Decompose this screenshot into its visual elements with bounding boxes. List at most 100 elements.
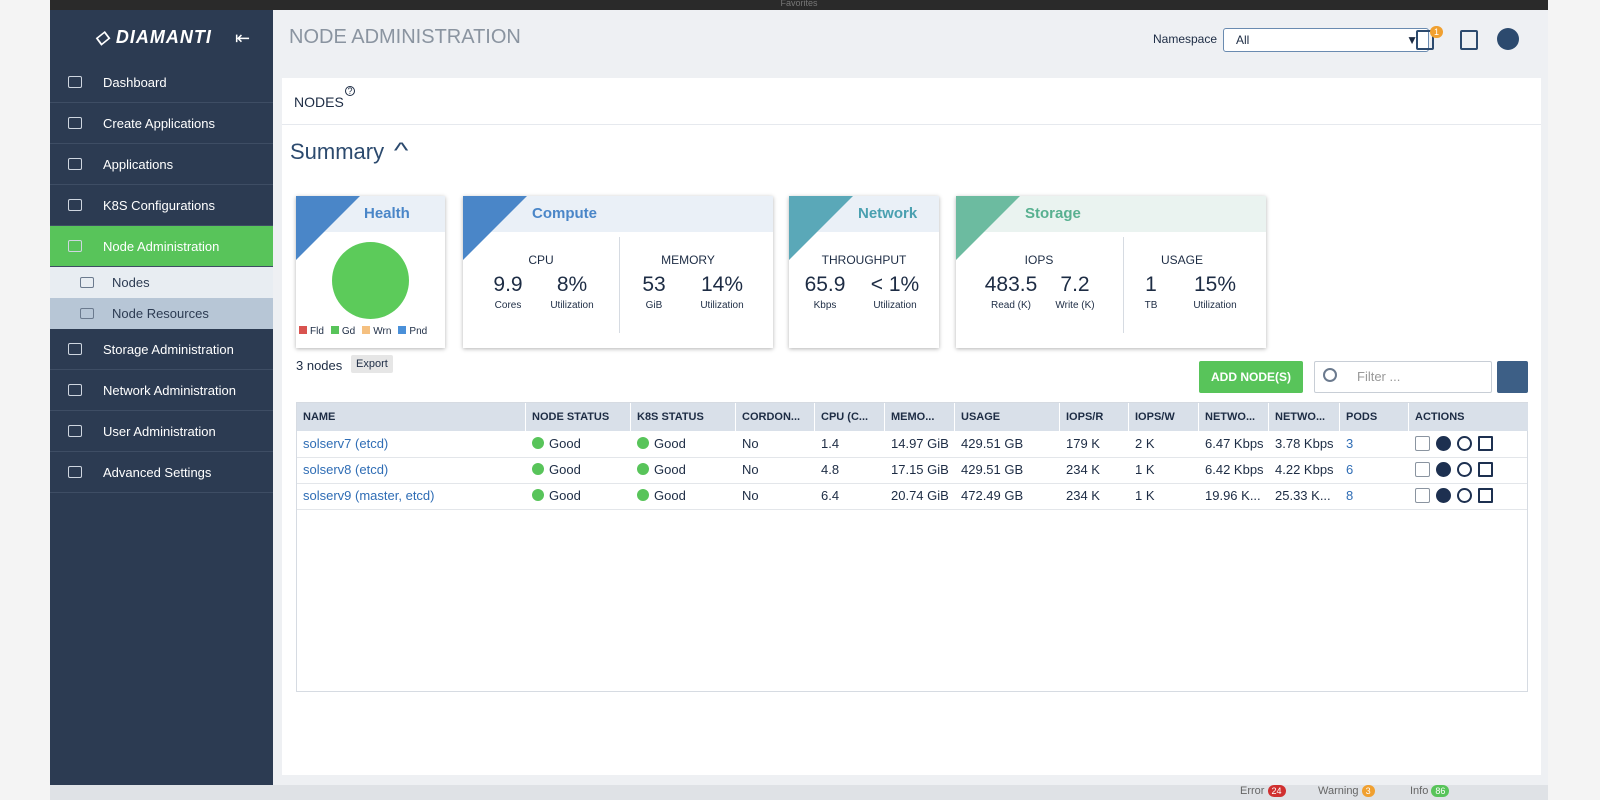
- row-actions: [1415, 462, 1493, 477]
- table-cell: 1 K: [1129, 483, 1155, 509]
- column-header[interactable]: MEMO...: [885, 403, 955, 431]
- cell-text: 234 K: [1066, 462, 1100, 477]
- divider: [282, 124, 1541, 125]
- menu-label: Applications: [103, 157, 174, 172]
- cell-text: No: [742, 488, 759, 503]
- status-icon: [637, 489, 649, 501]
- column-header[interactable]: CPU (C...: [815, 403, 885, 431]
- add-node-button[interactable]: ADD NODE(S): [1199, 361, 1303, 393]
- cell-text: 17.15 GiB: [891, 462, 949, 477]
- column-header[interactable]: NETWO...: [1199, 403, 1269, 431]
- cell-text: Good: [654, 462, 686, 477]
- table-cell[interactable]: solserv8 (etcd): [297, 457, 388, 483]
- column-header[interactable]: K8S STATUS: [631, 403, 736, 431]
- table-cell[interactable]: solserv7 (etcd): [297, 431, 388, 457]
- action-icon[interactable]: [1478, 488, 1493, 503]
- menu-item[interactable]: Create Applications: [50, 103, 273, 144]
- warning-status[interactable]: Warning 3: [1318, 785, 1375, 797]
- search-icon: [1323, 368, 1337, 382]
- action-icon[interactable]: [1436, 462, 1451, 477]
- info-label: Info: [1410, 785, 1429, 797]
- table-cell[interactable]: solserv9 (master, etcd): [297, 483, 435, 509]
- column-header[interactable]: ACTIONS: [1409, 403, 1529, 431]
- table-cell: Good: [631, 457, 686, 483]
- action-icon[interactable]: [1457, 462, 1472, 477]
- storage-card: Storage IOPS 483.5 Read (K) 7.2 Write (K…: [956, 196, 1266, 348]
- column-header[interactable]: IOPS/R: [1060, 403, 1129, 431]
- action-icon[interactable]: [1415, 462, 1430, 477]
- table-cell[interactable]: 8: [1340, 483, 1353, 509]
- column-header[interactable]: PODS: [1340, 403, 1409, 431]
- column-header[interactable]: USAGE: [955, 403, 1060, 431]
- action-icon[interactable]: [1415, 488, 1430, 503]
- metric-label: IOPS: [1024, 253, 1054, 267]
- cell-text: Good: [549, 488, 581, 503]
- menu-icon: [68, 76, 82, 88]
- collapse-caret[interactable]: ^: [393, 138, 409, 163]
- cell-text: 6.47 Kbps: [1205, 436, 1264, 451]
- menu-item[interactable]: Network Administration: [50, 370, 273, 411]
- menu-item[interactable]: Storage Administration: [50, 329, 273, 370]
- error-status[interactable]: Error 24: [1240, 785, 1286, 797]
- status-icon: [637, 437, 649, 449]
- menu-item[interactable]: Dashboard: [50, 62, 273, 103]
- action-icon[interactable]: [1436, 436, 1451, 451]
- metric-util-label: Utilization: [700, 300, 744, 311]
- metric-util: 8%: [556, 273, 588, 296]
- namespace-value: All: [1236, 33, 1250, 47]
- tasks-icon[interactable]: [1416, 30, 1434, 50]
- table-cell: 2 K: [1129, 431, 1155, 457]
- submenu-item[interactable]: Node Resources: [50, 298, 273, 329]
- menu-item[interactable]: User Administration: [50, 411, 273, 452]
- action-icon[interactable]: [1436, 488, 1451, 503]
- table-cell: 234 K: [1060, 457, 1100, 483]
- help-badge[interactable]: ?: [345, 86, 355, 96]
- table-cell: 20.74 GiB: [885, 483, 949, 509]
- action-icon[interactable]: [1457, 436, 1472, 451]
- menu-icon: [68, 158, 82, 170]
- menu-item[interactable]: K8S Configurations: [50, 185, 273, 226]
- table-cell[interactable]: 3: [1340, 431, 1353, 457]
- page-title: NODE ADMINISTRATION: [289, 26, 521, 48]
- column-header[interactable]: NAME: [297, 403, 526, 431]
- namespace-select[interactable]: All ▼: [1223, 28, 1429, 52]
- logo-text: DIAMANTI: [115, 27, 212, 47]
- table-cell: No: [736, 483, 759, 509]
- metric-util-label: Utilization: [1193, 300, 1237, 311]
- column-header[interactable]: NODE STATUS: [526, 403, 631, 431]
- user-icon[interactable]: [1497, 28, 1519, 50]
- menu-item[interactable]: Advanced Settings: [50, 452, 273, 493]
- sidebar: ◇ DIAMANTI ⇤ Dashboard Create Application…: [50, 10, 273, 785]
- table-cell: 234 K: [1060, 483, 1100, 509]
- action-icon[interactable]: [1478, 436, 1493, 451]
- table-cell[interactable]: 6: [1340, 457, 1353, 483]
- info-status[interactable]: Info 86: [1410, 785, 1450, 797]
- action-icon[interactable]: [1415, 436, 1430, 451]
- legend-swatch: [299, 326, 307, 334]
- submenu-item[interactable]: Nodes: [50, 267, 273, 298]
- collapse-icon[interactable]: ⇤: [235, 28, 251, 48]
- menu-item[interactable]: Applications: [50, 144, 273, 185]
- column-header[interactable]: IOPS/W: [1129, 403, 1199, 431]
- column-header[interactable]: NETWO...: [1269, 403, 1340, 431]
- table-cell: Good: [526, 431, 581, 457]
- columns-button[interactable]: [1497, 361, 1528, 393]
- node-count: 3 nodes: [296, 358, 343, 373]
- legend-label: Gd: [341, 326, 356, 337]
- action-icon[interactable]: [1478, 462, 1493, 477]
- cell-text: 3.78 Kbps: [1275, 436, 1334, 451]
- menu-label: Node Administration: [103, 239, 220, 254]
- table-cell: 429.51 GB: [955, 457, 1023, 483]
- table-cell: 1 K: [1129, 457, 1155, 483]
- help-icon[interactable]: [1460, 30, 1478, 50]
- metric-value: 1: [1145, 273, 1157, 296]
- column-header[interactable]: CORDON...: [736, 403, 815, 431]
- action-icon[interactable]: [1457, 488, 1472, 503]
- table-cell: No: [736, 457, 759, 483]
- cell-text: 14.97 GiB: [891, 436, 949, 451]
- filter-input[interactable]: Filter ...: [1314, 361, 1492, 393]
- export-button[interactable]: Export: [351, 355, 393, 373]
- menu-item[interactable]: Node Administration: [50, 226, 273, 267]
- cell-text: Good: [549, 462, 581, 477]
